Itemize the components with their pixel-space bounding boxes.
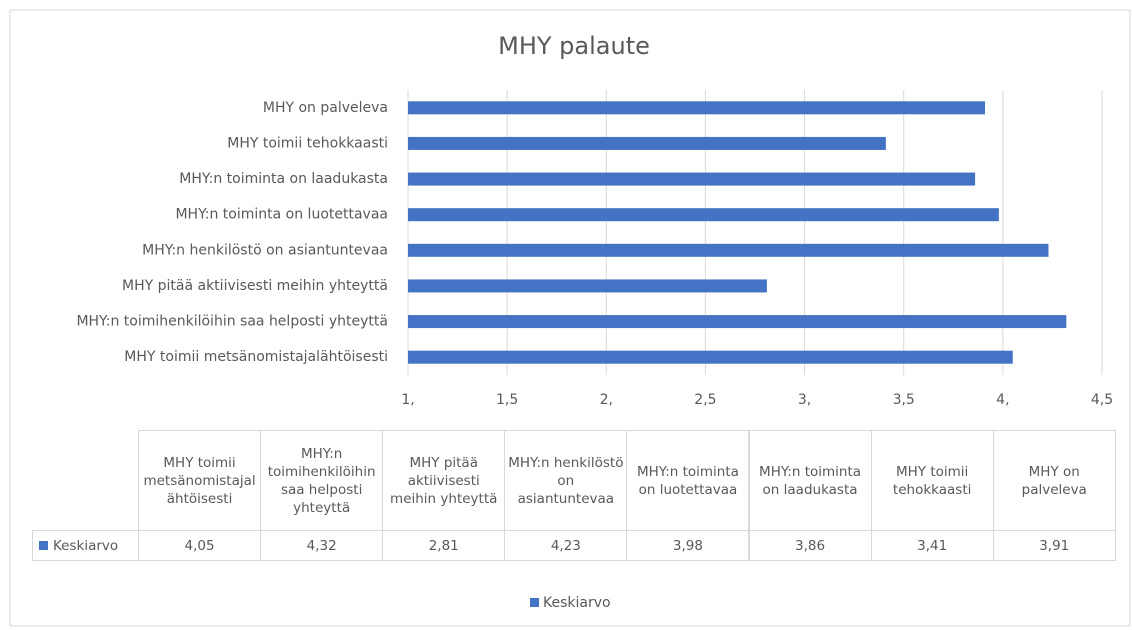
y-tick-label: MHY:n toiminta on laadukasta bbox=[179, 171, 388, 187]
bar bbox=[408, 315, 1067, 329]
x-tick-label: 1, bbox=[401, 392, 414, 408]
table-header: MHY:n toimihenkilöihin saa helposti yhte… bbox=[260, 430, 384, 531]
table-value: 4,32 bbox=[260, 530, 384, 561]
table-value: 3,41 bbox=[870, 530, 994, 561]
x-tick-label: 2, bbox=[600, 392, 613, 408]
bar bbox=[408, 101, 986, 115]
table-value: 3,86 bbox=[748, 530, 872, 561]
legend-swatch bbox=[530, 598, 539, 607]
y-tick-label: MHY pitää aktiivisesti meihin yhteyttä bbox=[122, 278, 388, 294]
bar bbox=[408, 350, 1013, 364]
y-tick-label: MHY:n toiminta on luotettavaa bbox=[175, 207, 388, 223]
table-value: 4,23 bbox=[504, 530, 628, 561]
x-tick-label: 1,5 bbox=[496, 392, 518, 408]
chart-title: MHY palaute bbox=[498, 32, 650, 60]
table-header: MHY on palveleva bbox=[992, 430, 1116, 531]
table-header: MHY:n toiminta on luotettavaa bbox=[626, 430, 750, 531]
y-tick-label: MHY toimii tehokkaasti bbox=[227, 135, 388, 151]
table-value: 4,05 bbox=[138, 530, 262, 561]
table-header: MHY toimii tehokkaasti bbox=[870, 430, 994, 531]
table-value: 2,81 bbox=[382, 530, 506, 561]
y-tick-label: MHY toimii metsänomistajalähtöisesti bbox=[124, 349, 388, 365]
x-tick-label: 4,5 bbox=[1091, 392, 1113, 408]
y-tick-label: MHY:n henkilöstö on asiantuntevaa bbox=[142, 242, 388, 258]
x-tick-label: 4, bbox=[996, 392, 1009, 408]
legend-label: Keskiarvo bbox=[543, 595, 611, 611]
x-tick-label: 3,5 bbox=[893, 392, 915, 408]
table-value: 3,91 bbox=[992, 530, 1116, 561]
table-value: 3,98 bbox=[626, 530, 750, 561]
table-header: MHY:n henkilöstö on asiantuntevaa bbox=[504, 430, 628, 531]
x-tick-label: 2,5 bbox=[694, 392, 716, 408]
table-header: MHY toimii metsänomistajalähtöisesti bbox=[138, 430, 262, 531]
legend-swatch bbox=[39, 541, 48, 550]
table-series-cell: Keskiarvo bbox=[32, 530, 139, 561]
bar bbox=[408, 136, 886, 150]
table-header: MHY pitää aktiivisesti meihin yhteyttä bbox=[382, 430, 506, 531]
bar bbox=[408, 243, 1049, 257]
table-header: MHY:n toiminta on laadukasta bbox=[748, 430, 872, 531]
bar bbox=[408, 172, 976, 186]
bar bbox=[408, 208, 999, 222]
x-tick-label: 3, bbox=[798, 392, 811, 408]
y-tick-label: MHY:n toimihenkilöihin saa helposti yhte… bbox=[76, 314, 388, 330]
bar bbox=[408, 279, 767, 293]
y-tick-label: MHY on palveleva bbox=[263, 100, 388, 116]
table-series-name: Keskiarvo bbox=[53, 537, 119, 554]
